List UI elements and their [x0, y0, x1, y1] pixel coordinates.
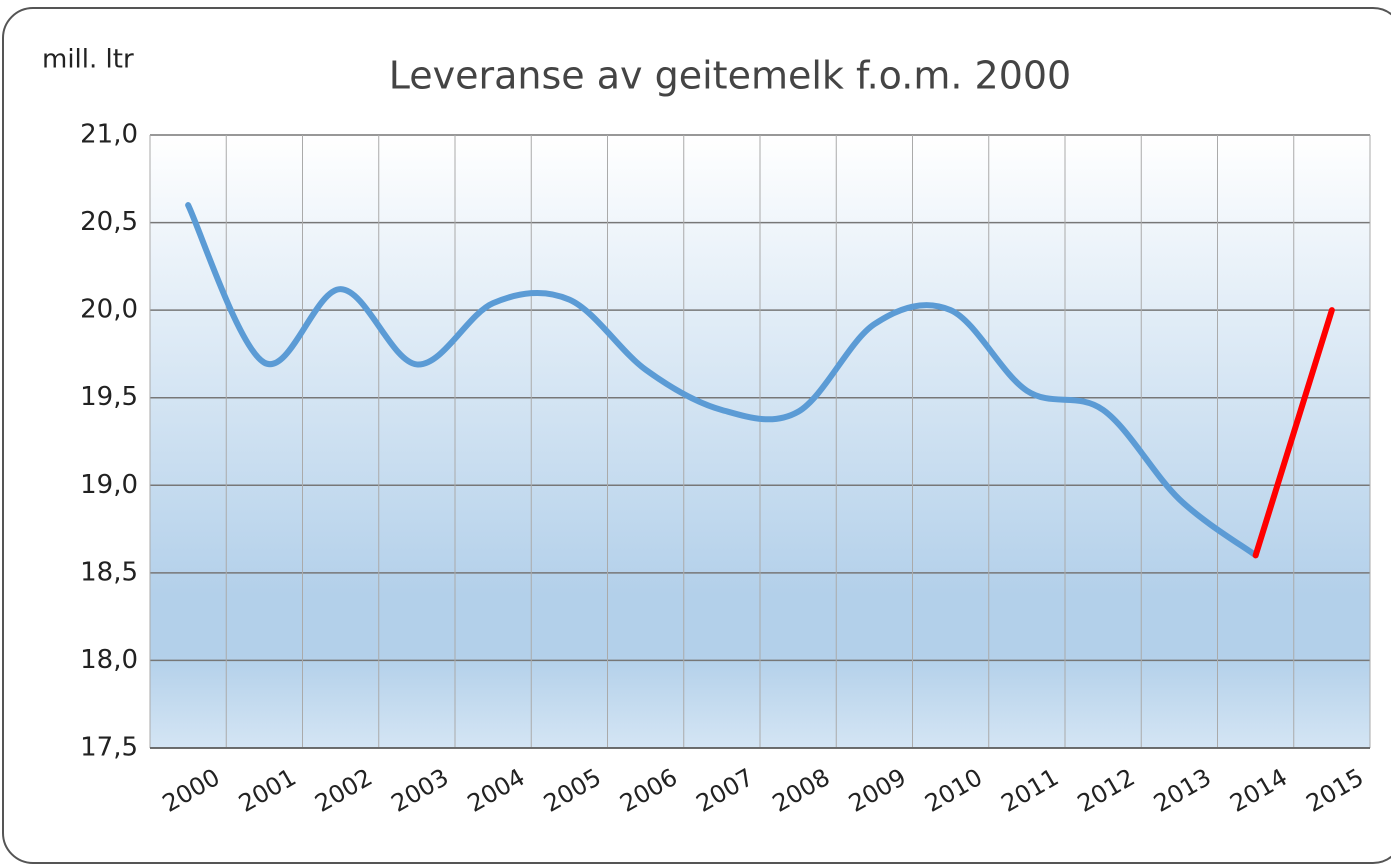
y-tick-label: 20,5: [80, 207, 138, 237]
y-tick-label: 19,0: [80, 470, 138, 500]
data-line: [1252, 307, 1335, 559]
y-tick-label: 19,5: [80, 382, 138, 412]
y-axis-label: mill. ltr: [42, 45, 134, 75]
y-tick-label: 20,0: [80, 295, 138, 325]
y-tick-label: 21,0: [80, 120, 138, 150]
y-tick-label: 18,0: [80, 645, 138, 675]
data-line: [185, 202, 1259, 559]
y-tick-label: 17,5: [80, 733, 138, 763]
chart-title: Leveranse av geitemelk f.o.m. 2000: [389, 54, 1071, 98]
y-tick-label: 18,5: [80, 557, 138, 587]
